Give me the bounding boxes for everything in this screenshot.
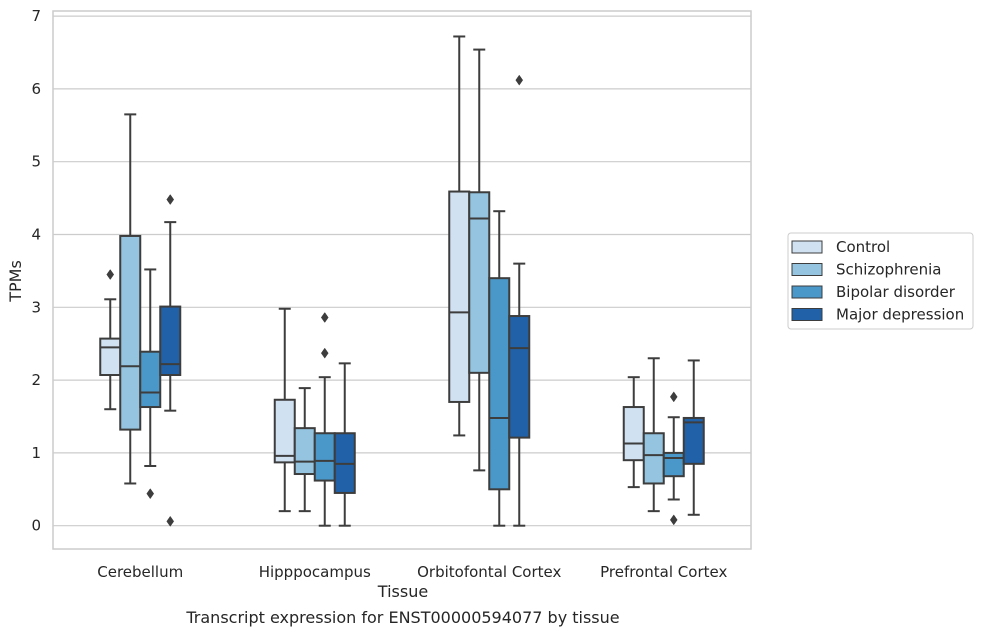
outlier-point bbox=[166, 515, 175, 527]
boxes-layer bbox=[99, 35, 705, 527]
legend-frame bbox=[787, 232, 974, 330]
outlier-point bbox=[146, 488, 155, 500]
box-major-depression-3 bbox=[682, 359, 705, 516]
box-schizophrenia-2 bbox=[468, 48, 491, 472]
outlier-point bbox=[669, 391, 678, 403]
box-iqr bbox=[508, 315, 531, 439]
box-control-0 bbox=[99, 269, 122, 411]
outlier-point bbox=[106, 269, 115, 280]
x-tick-label: Hipppocampus bbox=[259, 563, 371, 581]
box-schizophrenia-0 bbox=[119, 113, 142, 485]
box-iqr bbox=[293, 427, 316, 476]
x-tick-label: Prefrontal Cortex bbox=[600, 563, 727, 581]
x-axis-title: Tissue bbox=[377, 582, 428, 601]
legend-swatch bbox=[791, 285, 823, 299]
y-axis-ticks: 0 1 2 3 4 5 6 7 bbox=[31, 7, 41, 535]
box-control-1 bbox=[273, 307, 296, 513]
x-tick-label: Orbitofontal Cortex bbox=[417, 563, 561, 581]
box-iqr bbox=[139, 350, 162, 409]
box-iqr bbox=[273, 398, 296, 464]
outlier-point bbox=[515, 74, 524, 86]
box-major-depression-0 bbox=[159, 194, 182, 527]
y-tick-label: 1 bbox=[31, 444, 41, 462]
legend: Control Schizophrenia Bipolar disorder Majo… bbox=[787, 232, 974, 330]
legend-label: Schizophrenia bbox=[836, 261, 941, 279]
box-iqr bbox=[119, 234, 142, 431]
box-major-depression-1 bbox=[333, 362, 356, 527]
y-tick-label: 3 bbox=[31, 298, 41, 316]
y-tick-label: 7 bbox=[31, 7, 41, 25]
y-axis-title: TPMs bbox=[6, 260, 25, 303]
box-iqr bbox=[622, 406, 645, 462]
legend-swatch bbox=[791, 240, 823, 254]
y-tick-label: 2 bbox=[31, 371, 41, 389]
box-iqr bbox=[642, 432, 665, 485]
x-tick-label: Cerebellum bbox=[97, 563, 183, 581]
chart-caption: Transcript expression for ENST0000059407… bbox=[185, 608, 619, 627]
box-iqr bbox=[159, 305, 182, 377]
box-iqr bbox=[488, 277, 511, 491]
legend-swatch bbox=[791, 308, 823, 321]
x-axis-ticks: Cerebellum Hipppocampus Orbitofontal Corte… bbox=[97, 563, 727, 581]
box-bipolar-disorder-0 bbox=[139, 268, 162, 500]
box-iqr bbox=[448, 190, 471, 403]
box-major-depression-2 bbox=[508, 74, 531, 527]
y-tick-label: 4 bbox=[31, 225, 41, 243]
legend-label: Major depression bbox=[836, 306, 964, 324]
box-iqr bbox=[99, 337, 122, 377]
legend-label: Control bbox=[836, 238, 890, 256]
legend-swatch bbox=[791, 263, 823, 276]
outlier-point bbox=[320, 347, 329, 359]
box-iqr bbox=[662, 451, 685, 478]
outlier-point bbox=[166, 194, 175, 205]
box-iqr bbox=[682, 416, 705, 465]
outlier-point bbox=[320, 312, 329, 323]
y-tick-label: 5 bbox=[31, 153, 41, 171]
y-tick-label: 6 bbox=[31, 80, 41, 98]
outlier-point bbox=[669, 514, 678, 526]
box-iqr bbox=[313, 432, 336, 482]
y-tick-label: 0 bbox=[31, 517, 41, 535]
box-bipolar-disorder-3 bbox=[662, 391, 685, 526]
box-schizophrenia-3 bbox=[642, 357, 665, 513]
legend-label: Bipolar disorder bbox=[836, 283, 956, 301]
